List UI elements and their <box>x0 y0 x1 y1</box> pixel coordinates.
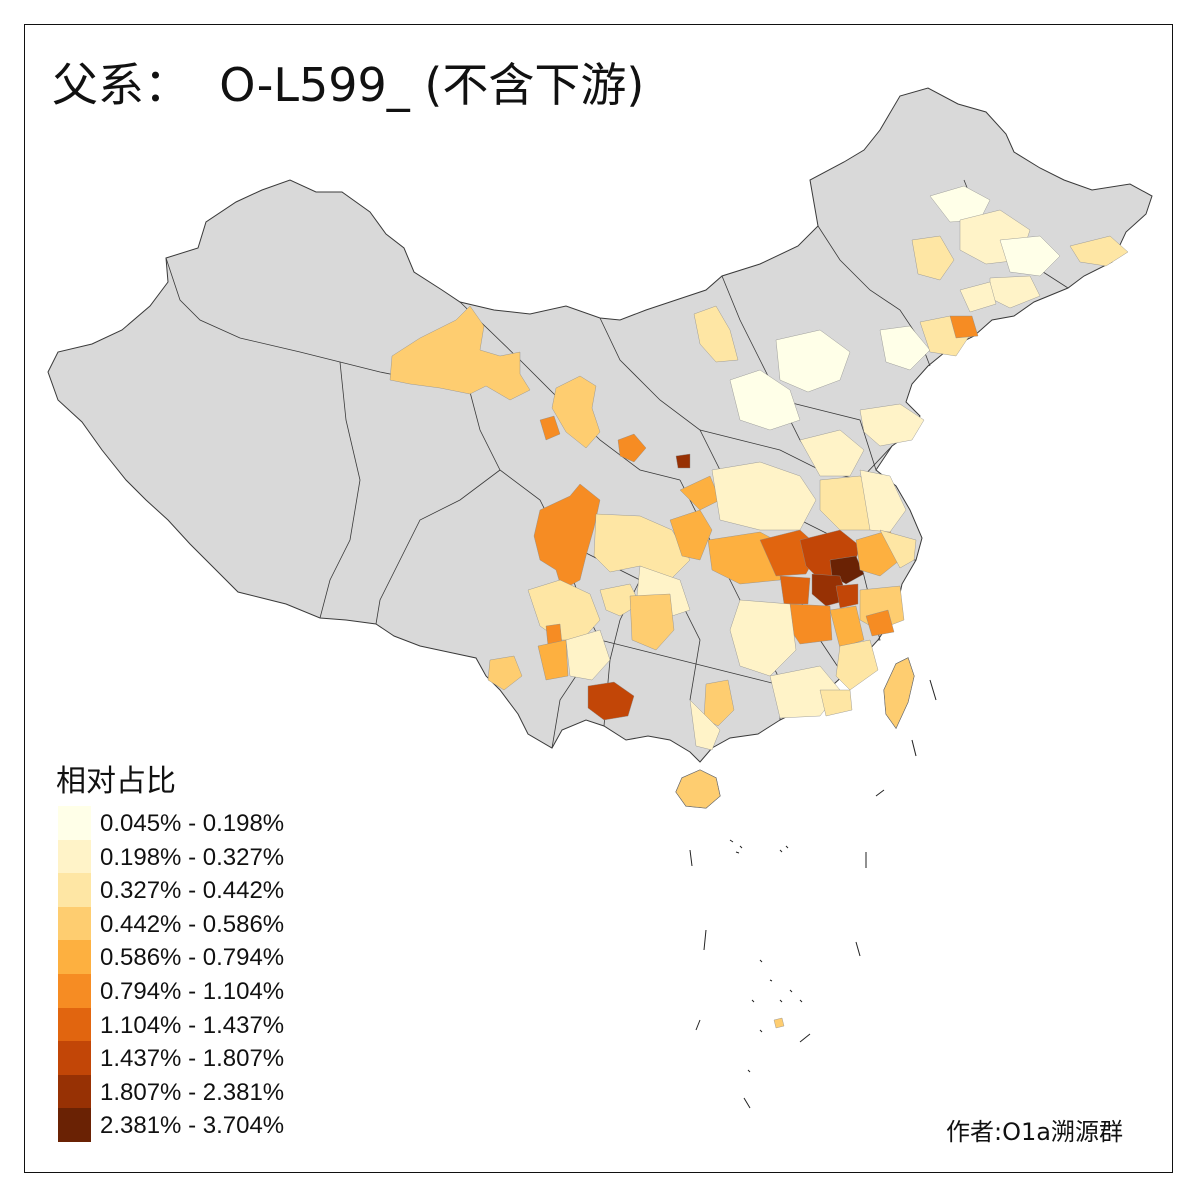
legend-label: 1.437% - 1.807% <box>100 1045 285 1073</box>
author-credit: 作者:O1a溯源群 <box>946 1118 1123 1146</box>
legend-label: 0.327% - 0.442% <box>100 877 285 905</box>
legend-swatch <box>58 1074 91 1109</box>
data-regions <box>389 185 1129 1029</box>
legend-label: 1.104% - 1.437% <box>100 1011 285 1039</box>
legend-label: 1.807% - 2.381% <box>100 1078 285 1106</box>
legend-swatch <box>58 806 91 840</box>
legend-swatch <box>58 839 91 874</box>
legend-label: 0.586% - 0.794% <box>100 944 285 972</box>
legend-label: 0.045% - 0.198% <box>100 810 285 837</box>
legend-swatch <box>58 1041 91 1075</box>
legend-label: 0.198% - 0.327% <box>100 843 285 871</box>
legend-swatch <box>58 1108 91 1142</box>
legend-swatch <box>58 973 91 1008</box>
legend-swatch <box>58 940 91 974</box>
legend-swatch <box>58 1007 91 1042</box>
legend-label: 0.794% - 1.104% <box>100 977 285 1005</box>
legend-title: 相对占比 <box>56 764 176 799</box>
map-title: 父系： O-L599_ (不含下游) <box>52 58 645 112</box>
legend-swatch <box>58 906 91 941</box>
legend-label: 0.442% - 0.586% <box>100 910 285 938</box>
south-china-sea <box>689 679 937 1109</box>
legend-swatch <box>58 873 91 907</box>
legend-label: 2.381% - 3.704% <box>100 1112 285 1140</box>
